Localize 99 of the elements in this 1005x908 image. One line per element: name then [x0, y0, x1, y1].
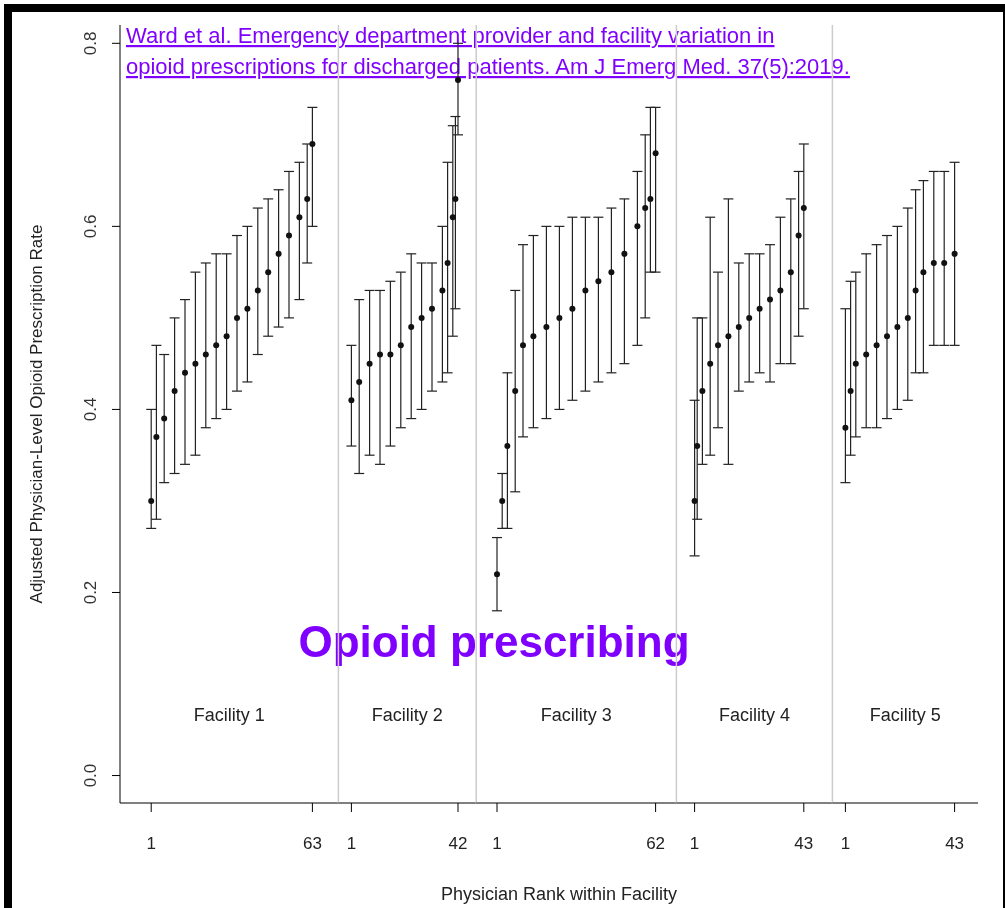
x-tick-label: 1 — [146, 834, 156, 853]
point — [444, 259, 451, 266]
point — [694, 443, 701, 450]
point — [520, 342, 526, 349]
point — [691, 497, 698, 504]
point — [894, 324, 901, 331]
point — [161, 415, 168, 422]
x-tick-label: 43 — [945, 834, 965, 853]
point — [408, 324, 415, 331]
point — [951, 250, 958, 257]
point — [582, 287, 589, 294]
point — [397, 342, 404, 349]
point — [213, 342, 220, 349]
point — [223, 333, 230, 340]
point — [449, 214, 456, 221]
point — [202, 351, 209, 358]
point — [244, 305, 251, 312]
point — [847, 388, 854, 395]
x-tick-label: 1 — [840, 834, 851, 853]
point — [725, 333, 732, 340]
point — [595, 278, 602, 285]
point — [286, 232, 292, 239]
point — [254, 287, 261, 294]
point — [366, 360, 373, 367]
point — [504, 443, 511, 450]
annotation: Ward et al. Emergency department provider and facility variation in opioid prescriptions for discharged patients. Am J Emerg Med. 37(5):2019. — [126, 23, 850, 79]
point — [852, 360, 859, 367]
point — [642, 205, 649, 212]
point — [884, 333, 890, 340]
x-tick-label: 62 — [646, 834, 666, 853]
x-tick-label: 1 — [689, 834, 700, 853]
point — [265, 269, 272, 276]
point — [777, 287, 784, 294]
point — [842, 424, 849, 431]
point — [863, 351, 870, 358]
point — [634, 223, 641, 230]
point — [569, 305, 576, 312]
point — [920, 269, 927, 276]
point — [429, 305, 435, 312]
point — [647, 195, 654, 202]
point — [530, 333, 537, 340]
point — [707, 360, 714, 367]
y-tick-label: 0.6 — [81, 214, 100, 239]
point — [153, 433, 160, 440]
x-tick-label: 1 — [492, 834, 502, 853]
point — [296, 214, 303, 221]
point — [930, 259, 937, 266]
point — [182, 369, 188, 376]
y-tick-label: 0.4 — [81, 397, 100, 422]
point — [767, 296, 773, 303]
point — [652, 150, 659, 157]
point — [192, 360, 199, 367]
point — [439, 287, 446, 294]
point — [304, 195, 311, 202]
text: Facility 1 — [193, 704, 265, 725]
point — [715, 342, 721, 349]
text: Facility 4 — [718, 704, 790, 725]
point — [418, 314, 425, 321]
y-tick-label: 0.0 — [81, 763, 100, 788]
point — [556, 314, 563, 321]
point — [543, 324, 550, 331]
x-tick-label: 43 — [794, 834, 814, 853]
text: Facility 3 — [540, 704, 612, 725]
point — [735, 324, 742, 331]
point — [348, 397, 355, 404]
point — [148, 497, 155, 504]
y-tick-label: 0.8 — [81, 31, 100, 56]
point — [873, 342, 880, 349]
point — [452, 195, 459, 202]
text: Facility 5 — [869, 704, 941, 725]
x-tick-label: 63 — [302, 834, 322, 853]
point — [746, 314, 753, 321]
point — [787, 269, 794, 276]
x-tick-label: 42 — [448, 834, 468, 853]
point — [608, 269, 615, 276]
point — [309, 140, 316, 147]
point — [275, 250, 282, 257]
point — [356, 378, 363, 385]
x-tick-label: 1 — [346, 834, 357, 853]
point — [234, 314, 240, 321]
point — [904, 314, 911, 321]
point — [800, 205, 807, 212]
point — [171, 388, 178, 395]
x-axis-title: Physician Rank within Facility — [440, 884, 678, 904]
text: Facility 2 — [371, 704, 443, 725]
y-tick-label: 0.2 — [81, 580, 100, 605]
point — [387, 351, 394, 358]
point — [795, 232, 802, 239]
point — [377, 351, 383, 358]
point — [699, 388, 706, 395]
y-axis-title: Adjusted Physician-Level Opioid Prescription Rate — [27, 224, 46, 604]
point — [756, 305, 763, 312]
annotation: Opioid prescribing — [298, 616, 690, 666]
point — [912, 287, 919, 294]
point — [941, 259, 948, 266]
point — [621, 250, 628, 257]
point — [512, 388, 519, 395]
point — [494, 571, 500, 578]
point — [499, 497, 506, 504]
